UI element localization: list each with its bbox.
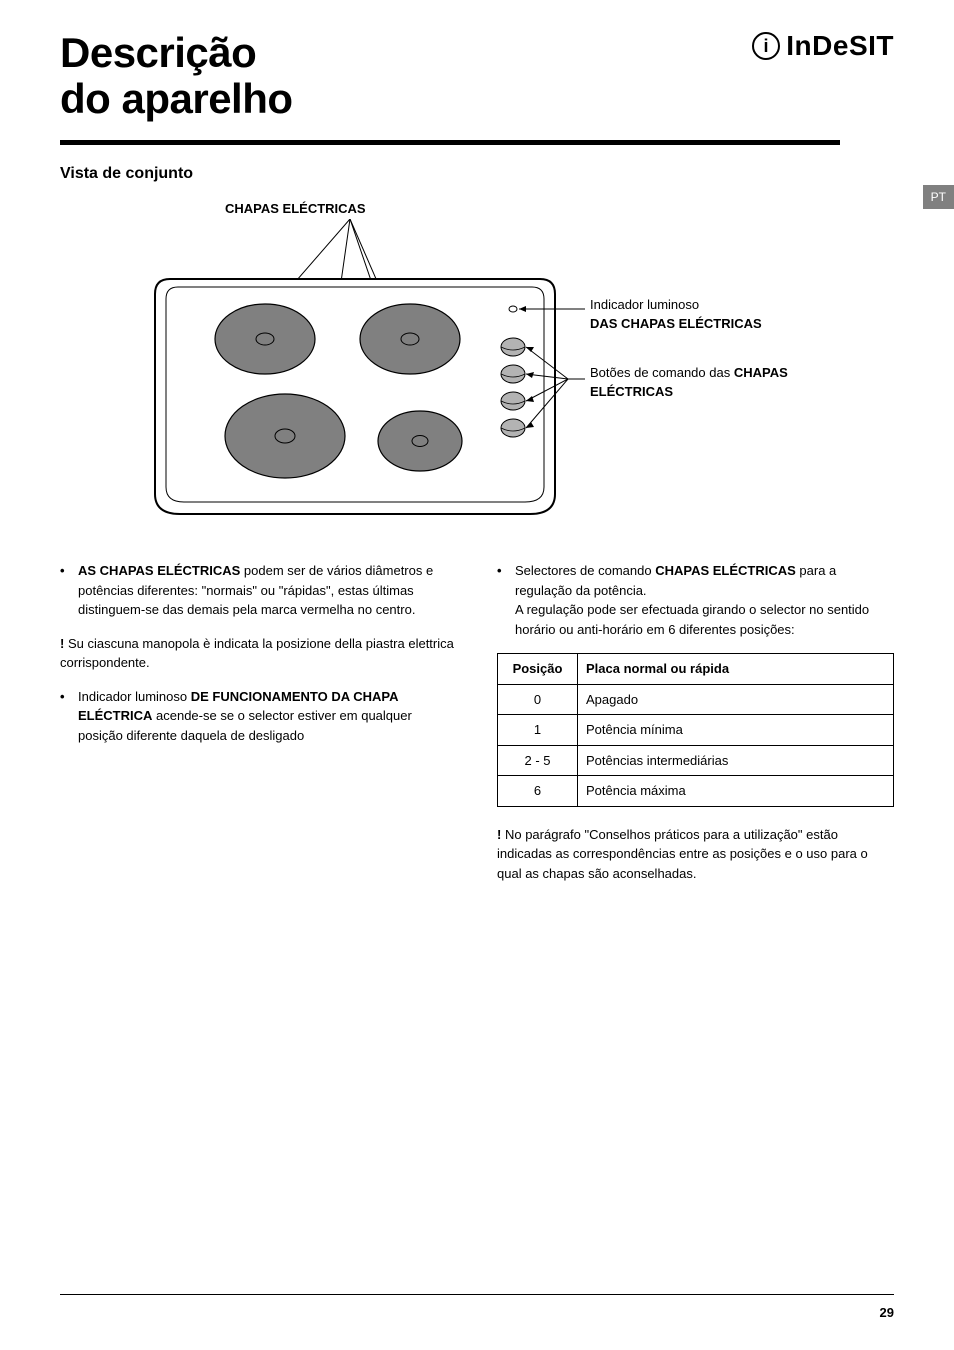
language-tab: PT: [923, 185, 954, 209]
brand-logo: i InDeSIT: [752, 30, 894, 62]
table-row: 6 Potência máxima: [498, 776, 894, 807]
bullet-plates: • AS CHAPAS ELÉCTRICAS podem ser de vári…: [60, 561, 457, 620]
footer-divider: [60, 1294, 894, 1295]
callout-indicator: Indicador luminoso DAS CHAPAS ELÉCTRICAS: [590, 296, 762, 332]
note-knob-position: ! Su ciascuna manopola è indicata la pos…: [60, 634, 457, 673]
table-row: 0 Apagado: [498, 684, 894, 715]
table-row: 1 Potência mínima: [498, 715, 894, 746]
divider-thick: [60, 140, 840, 145]
power-table: Posição Placa normal ou rápida 0 Apagado…: [497, 653, 894, 807]
section-title: Vista de conjunto: [60, 165, 894, 183]
th-position: Posição: [498, 654, 578, 685]
note-advice: ! No parágrafo "Conselhos práticos para …: [497, 825, 894, 884]
page-number: 29: [880, 1305, 894, 1320]
content-columns: • AS CHAPAS ELÉCTRICAS podem ser de vári…: [60, 561, 894, 897]
bullet-indicator: • Indicador luminoso DE FUNCIONAMENTO DA…: [60, 687, 457, 746]
brand-icon: i: [752, 32, 780, 60]
left-column: • AS CHAPAS ELÉCTRICAS podem ser de vári…: [60, 561, 457, 897]
hob-svg: [100, 219, 620, 529]
table-row: 2 - 5 Potências intermediárias: [498, 745, 894, 776]
bullet-selectors: • Selectores de comando CHAPAS ELÉCTRICA…: [497, 561, 894, 639]
hob-diagram: CHAPAS ELÉCTRICAS: [60, 201, 894, 531]
brand-text: InDeSIT: [786, 30, 894, 62]
header: Descrição do aparelho i InDeSIT: [60, 30, 894, 122]
table-header-row: Posição Placa normal ou rápida: [498, 654, 894, 685]
th-plate: Placa normal ou rápida: [578, 654, 894, 685]
right-column: • Selectores de comando CHAPAS ELÉCTRICA…: [497, 561, 894, 897]
page-title: Descrição do aparelho: [60, 30, 293, 122]
callout-knobs: Botões de comando das CHAPAS ELÉCTRICAS: [590, 364, 850, 400]
title-line-2: do aparelho: [60, 75, 293, 122]
diagram-label-plates: CHAPAS ELÉCTRICAS: [225, 201, 366, 216]
title-line-1: Descrição: [60, 29, 256, 76]
